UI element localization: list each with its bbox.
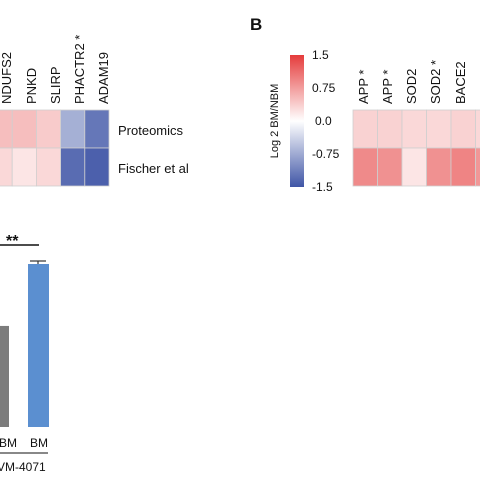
heatmap-right-cells [353,110,480,186]
hm-left-cell-r1-c1 [0,110,12,148]
hm-left-cell-r1-c2 [12,110,36,148]
heatmap-left-cells [0,110,109,186]
bar-2 [28,264,49,427]
hm-left-row-label-1: Proteomics [118,123,184,138]
bar-category-label-1: BM [0,436,17,450]
hm-right-col-label-4: SOD2 * [428,60,443,104]
hm-right-col-label-3: SOD2 [404,69,419,104]
heatmap-right-column-labels: APP * APP * SOD2 SOD2 * BACE2 [356,60,468,104]
hm-right-cell-r1-c2 [378,110,403,148]
hm-left-row-label-2: Fischer et al [118,161,189,176]
colorbar-tick-2: 0.75 [312,81,336,95]
hm-left-col-label-2: PNKD [24,68,39,104]
hm-right-col-label-5: BACE2 [453,61,468,104]
hm-left-col-label-5: ADAM19 [96,52,111,104]
hm-left-cell-r1-c4 [61,110,85,148]
hm-right-cell-r2-c2 [378,148,403,186]
bar-chart-bars [0,264,49,427]
bar-chart: ** BM BM VM-4071 [0,233,49,474]
hm-right-cell-r1-c1 [353,110,378,148]
hm-left-cell-r2-c2 [12,148,36,186]
hm-right-cell-r1-c6 [476,110,480,148]
bar-1 [0,326,9,427]
heatmap-left-column-labels: NDUFS2 PNKD SLIRP PHACTR2 * ADAM19 [0,35,111,104]
colorbar-tick-1: 1.5 [312,48,329,62]
panel-b-label: B [250,15,262,34]
hm-left-col-label-3: SLIRP [48,66,63,104]
colorbar-tick-4: -0.75 [312,147,340,161]
hm-left-cell-r1-c3 [36,110,60,148]
colorbar-gradient [290,55,304,187]
hm-right-cell-r2-c1 [353,148,378,186]
hm-right-col-label-2: APP * [380,70,395,104]
hm-right-cell-r1-c4 [427,110,452,148]
hm-right-cell-r2-c6 [476,148,480,186]
hm-right-cell-r2-c5 [451,148,476,186]
hm-right-cell-r2-c3 [402,148,427,186]
hm-left-cell-r2-c1 [0,148,12,186]
colorbar-tick-5: -1.5 [312,180,333,194]
heatmap-left: NDUFS2 PNKD SLIRP PHACTR2 * ADAM19 Prote… [0,35,189,186]
hm-right-col-label-1: APP * [356,70,371,104]
hm-left-cell-r2-c4 [61,148,85,186]
bar-category-label-2: BM [30,436,48,450]
hm-left-col-label-4: PHACTR2 * [72,35,87,104]
group-label: VM-4071 [0,460,46,474]
significance-marker: ** [6,233,19,250]
hm-right-cell-r2-c4 [427,148,452,186]
hm-left-cell-r2-c5 [85,148,109,186]
colorbar-tick-3: 0.0 [315,114,332,128]
hm-right-cell-r1-c3 [402,110,427,148]
hm-right-cell-r1-c5 [451,110,476,148]
hm-left-cell-r2-c3 [36,148,60,186]
hm-left-col-label-1: NDUFS2 [0,52,14,104]
colorbar: Log 2 BM/NBM 1.5 0.75 0.0 -0.75 -1.5 [269,48,340,194]
heatmap-right: APP * APP * SOD2 SOD2 * BACE2 [353,60,480,186]
hm-left-cell-r1-c5 [85,110,109,148]
colorbar-label: Log 2 BM/NBM [269,84,281,159]
